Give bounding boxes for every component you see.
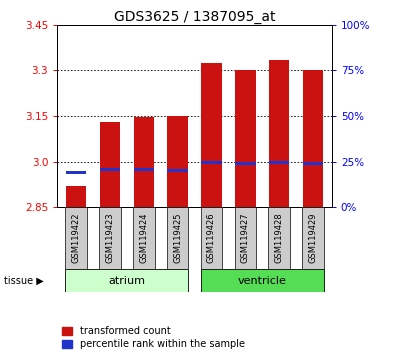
Bar (235, 70, 256, 207)
Text: GSM119428: GSM119428 (275, 213, 284, 263)
Bar (65, 207, 87, 269)
Bar (66, 186, 86, 207)
Bar (100, 167, 120, 171)
Bar (303, 162, 324, 165)
Bar (167, 169, 188, 172)
Text: GSM119425: GSM119425 (173, 213, 182, 263)
Text: ventricle: ventricle (238, 275, 287, 286)
Bar (269, 161, 290, 164)
Text: tissue ▶: tissue ▶ (4, 275, 44, 286)
Text: GSM119422: GSM119422 (71, 213, 81, 263)
Text: GSM119429: GSM119429 (308, 213, 318, 263)
Bar (303, 70, 324, 207)
Bar (65, 269, 188, 292)
Bar (269, 207, 290, 269)
Bar (201, 161, 222, 164)
Bar (235, 162, 256, 165)
Bar (269, 60, 290, 207)
Bar (201, 63, 222, 207)
Bar (99, 207, 120, 269)
Text: GSM119424: GSM119424 (139, 213, 148, 263)
Title: GDS3625 / 1387095_at: GDS3625 / 1387095_at (114, 10, 275, 24)
Legend: transformed count, percentile rank within the sample: transformed count, percentile rank withi… (62, 326, 245, 349)
Bar (302, 207, 324, 269)
Bar (167, 207, 188, 269)
Text: atrium: atrium (108, 275, 145, 286)
Bar (235, 207, 256, 269)
Text: GSM119427: GSM119427 (241, 213, 250, 263)
Bar (201, 269, 324, 292)
Bar (134, 167, 154, 171)
Bar (167, 116, 188, 207)
Bar (201, 207, 222, 269)
Bar (66, 171, 86, 174)
Bar (100, 122, 120, 207)
Text: GSM119426: GSM119426 (207, 213, 216, 263)
Text: GSM119423: GSM119423 (105, 213, 114, 263)
Bar (133, 207, 154, 269)
Bar (134, 118, 154, 207)
